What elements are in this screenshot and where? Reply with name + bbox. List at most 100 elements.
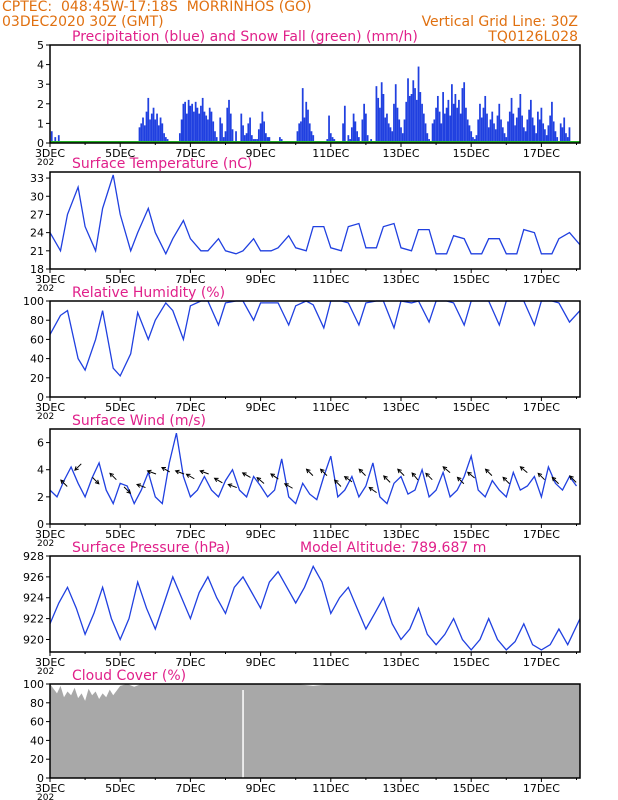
wind-arrow-shaft	[186, 473, 195, 480]
precip-bar	[533, 125, 536, 143]
rh-series-line	[49, 300, 581, 378]
x-tick-label: 15DEC	[453, 147, 490, 160]
precip-bar	[426, 133, 429, 143]
precip-bar	[515, 117, 518, 143]
y-tick-label: 6	[37, 437, 44, 450]
precip-bar	[403, 119, 406, 143]
wind-arrow-head	[213, 477, 219, 482]
precip-bar	[494, 129, 497, 143]
pres-title: Surface Pressure (hPa)	[72, 540, 230, 556]
wind-arrow	[551, 476, 559, 485]
precip-bar	[537, 111, 539, 143]
wind-arrow	[213, 477, 223, 484]
precip-bar	[296, 131, 299, 143]
precip-bar	[200, 105, 202, 143]
wind-arrow-shaft	[320, 468, 328, 476]
precip-bar	[528, 109, 530, 143]
x-tick-label: 9DEC	[246, 528, 276, 541]
precip-bar	[568, 127, 571, 143]
wind-arrow-shaft	[467, 471, 475, 479]
precip-bar	[214, 131, 216, 143]
precip-bar	[433, 119, 436, 143]
precip-bar	[401, 133, 404, 143]
wind-arrow-head	[146, 469, 152, 475]
precip-bar	[415, 99, 418, 143]
x-tick-label: 15DEC	[453, 401, 490, 414]
wind-arrow-shaft	[242, 472, 251, 478]
precip-title: Precipitation (blue) and Snow Fall (gree…	[72, 29, 418, 45]
precip-bar	[535, 133, 538, 143]
precip-bar	[519, 94, 522, 143]
wind-arrow	[92, 477, 100, 485]
year-label: 202	[37, 793, 54, 800]
x-tick-label: 7DEC	[175, 401, 205, 414]
precip-bar	[149, 119, 151, 143]
cloud-cover-area	[50, 684, 580, 778]
y-tick-label: 920	[23, 633, 44, 646]
precip-bar	[505, 137, 508, 143]
y-tick-label: 922	[23, 613, 44, 626]
precip-bar	[156, 113, 158, 143]
x-tick-label: 11DEC	[312, 528, 349, 541]
x-tick-label: 3DEC	[35, 401, 65, 414]
precip-bar	[405, 101, 408, 143]
x-tick-label: 5DEC	[105, 273, 135, 286]
precip-bar	[421, 103, 423, 143]
wind-arrow-head	[241, 472, 247, 477]
x-tick-label: 13DEC	[382, 401, 419, 414]
x-tick-label: 15DEC	[453, 273, 490, 286]
precip-bar	[394, 84, 397, 143]
x-tick-label: 11DEC	[312, 782, 349, 795]
wind-arrow	[333, 479, 342, 487]
wind-arrow-head	[502, 476, 508, 482]
wind-arrow-shaft	[270, 473, 279, 480]
wind-arrow-head	[358, 468, 364, 474]
precip-bar	[308, 123, 311, 143]
precip-bar	[442, 92, 444, 143]
precip-bar	[242, 125, 244, 143]
precip-bar	[163, 133, 165, 143]
wind-arrow	[136, 483, 146, 489]
precip-bar	[147, 97, 150, 143]
precip-bar	[552, 121, 555, 143]
y-tick-label: 4	[37, 464, 44, 477]
rh-frame	[49, 300, 581, 398]
precip-bar	[503, 133, 506, 143]
precip-bar	[538, 119, 541, 143]
wind-arrow-shaft	[537, 472, 545, 481]
precip-bar	[549, 115, 552, 143]
wind-arrow-head	[283, 483, 289, 488]
precip-bar	[180, 119, 183, 143]
precip-bar	[398, 119, 401, 143]
precip-bar	[219, 117, 222, 143]
precip-bar	[350, 127, 353, 143]
precip-bar	[303, 117, 306, 143]
wind-arrow	[319, 468, 328, 476]
wind-arrow-shaft	[228, 483, 237, 489]
precip-bar	[559, 123, 562, 143]
x-tick-label: 9DEC	[246, 147, 276, 160]
precip-bar	[440, 123, 443, 143]
precip-bar	[540, 107, 543, 143]
precip-bar	[475, 135, 478, 143]
wind-arrow-head	[551, 476, 557, 482]
precip-bar	[417, 66, 420, 143]
y-tick-label: 21	[30, 245, 44, 258]
x-tick-label: 3DEC	[35, 147, 65, 160]
wind-arrow-head	[109, 472, 114, 478]
wind-arrow-head	[343, 476, 349, 481]
x-tick-label: 15DEC	[453, 528, 490, 541]
wind-arrow-shaft	[383, 475, 391, 483]
precip-bar	[379, 107, 381, 143]
wind-arrow-head	[397, 468, 402, 474]
precip-bar	[152, 107, 155, 143]
wind-arrow	[383, 475, 391, 483]
y-tick-label: 20	[30, 753, 44, 766]
wind-arrow	[397, 468, 405, 476]
x-tick-label: 13DEC	[382, 782, 419, 795]
wind-arrow-shaft	[344, 476, 353, 483]
precip-bar	[357, 137, 360, 143]
